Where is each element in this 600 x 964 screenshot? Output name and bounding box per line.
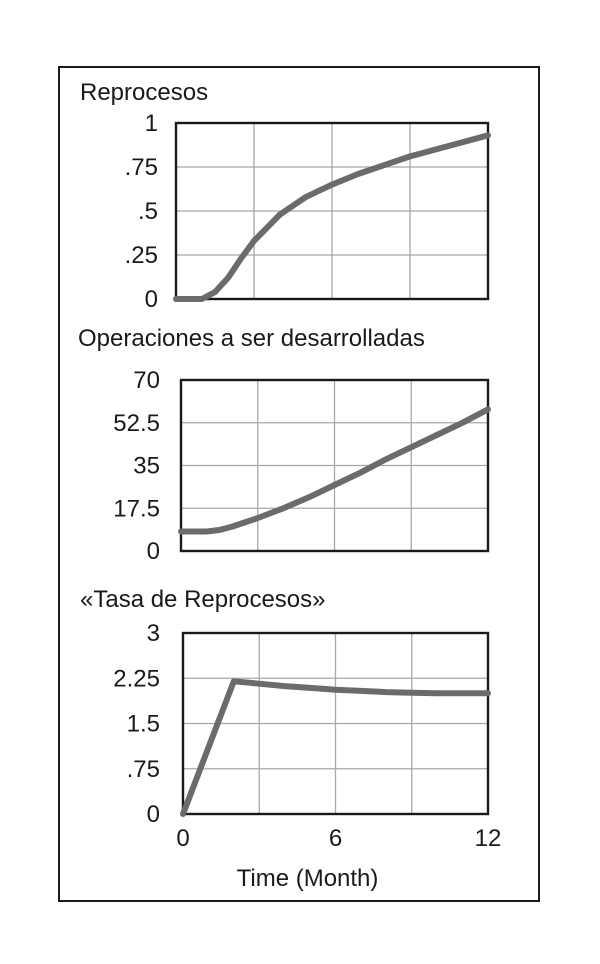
chart-panel-2: Operaciones a ser desarrolladas 0 17.5 35 52… — [78, 325, 491, 565]
y-tick-label: 1 — [145, 110, 158, 137]
y-tick-label: 52.5 — [113, 410, 160, 437]
series-line — [178, 406, 491, 535]
y-tick-label: 70 — [133, 367, 160, 394]
y-tick-label: 17.5 — [113, 495, 160, 522]
y-tick-label: .25 — [125, 242, 158, 269]
y-tick-label: 0 — [145, 286, 158, 313]
y-tick-label: 0 — [147, 538, 160, 565]
x-tick-label: 6 — [329, 825, 342, 852]
y-tick-label: .75 — [125, 154, 158, 181]
series-line — [173, 132, 491, 302]
x-tick-label: 0 — [176, 825, 189, 852]
y-tick-label: 1.5 — [127, 711, 160, 738]
x-tick-label: 12 — [475, 825, 502, 852]
y-tick-label: 0 — [147, 801, 160, 828]
y-tick-label: .5 — [138, 198, 158, 225]
chart-title: Operaciones a ser desarrolladas — [78, 325, 425, 352]
y-tick-label: 2.25 — [113, 665, 160, 692]
series-line — [180, 678, 491, 817]
chart-panel-1: Reprocesos 0 .25 .5 .75 1 — [80, 79, 491, 313]
plot-area — [181, 631, 490, 816]
figure-frame — [58, 66, 540, 902]
y-tick-label: 35 — [133, 453, 160, 480]
chart-title: Reprocesos — [80, 79, 208, 106]
y-tick-label: 3 — [147, 620, 160, 647]
plot-area — [179, 378, 490, 553]
x-axis-label: Time (Month) — [237, 865, 379, 892]
plot-area — [174, 121, 490, 301]
chart-title: «Tasa de Reprocesos» — [80, 586, 325, 613]
chart-panel-3: «Tasa de Reprocesos» 0 .75 1.5 2.25 3 0 6 12 Time… — [80, 586, 501, 892]
y-tick-label: .75 — [127, 756, 160, 783]
